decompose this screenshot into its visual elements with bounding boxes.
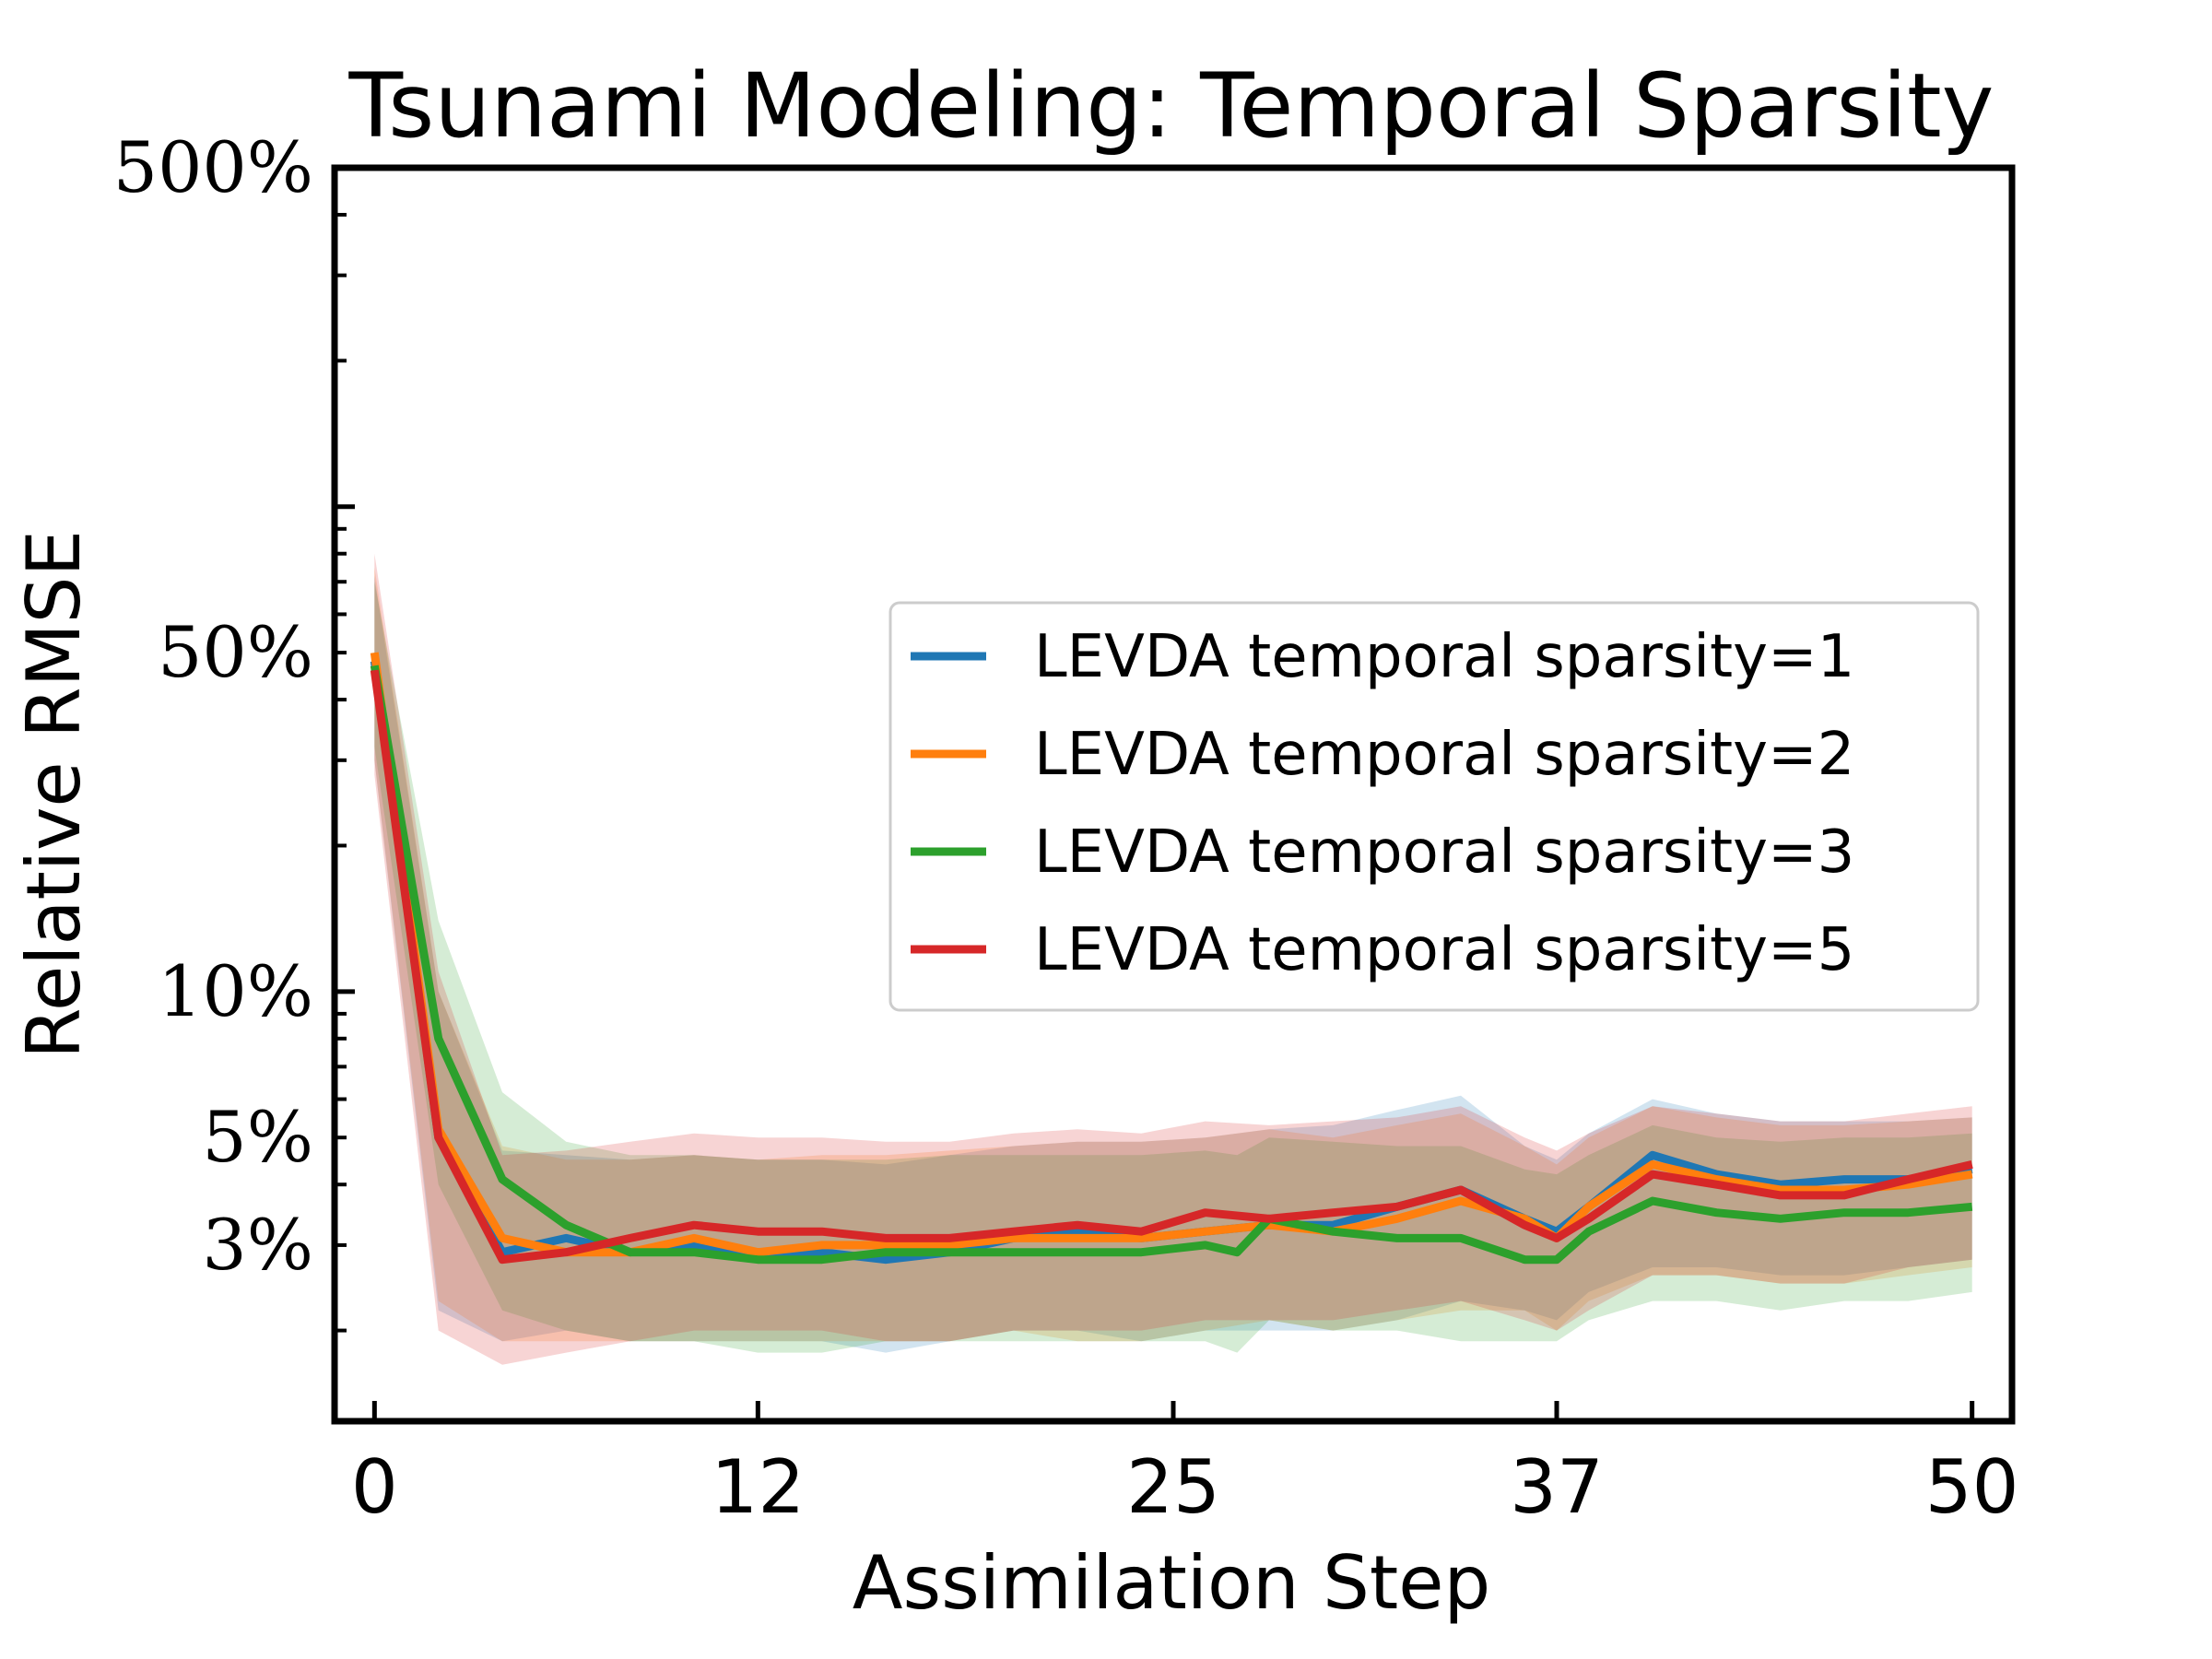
x-axis-label: Assimilation Step [853,1540,1491,1626]
x-tick-label: 25 [1126,1444,1220,1530]
band-series-3 [374,582,1972,1353]
y-tick-label: 5% [202,1096,313,1178]
plot-frame [331,164,2016,1425]
line-series-4 [370,669,1973,1265]
confidence-bands [374,553,1972,1365]
x-tick-label: 37 [1510,1444,1604,1530]
legend-label-4: LEVDA temporal sparsity=5 [1034,916,1854,984]
x-tick-label: 0 [351,1444,398,1530]
legend-entries: LEVDA temporal sparsity=1 LEVDA temporal … [911,623,1854,984]
line-series-2 [370,652,1973,1257]
y-tick-label: 10% [158,950,313,1032]
x-tick-label: 12 [711,1444,805,1530]
y-axis-label: Relative RMSE [11,530,97,1059]
line-series-3 [370,665,1973,1265]
legend-label-3: LEVDA temporal sparsity=3 [1034,818,1854,887]
y-tick-label: 500% [113,126,313,208]
legend-frame [888,601,1980,1012]
y-tick-label: 50% [158,611,313,693]
y-tick-label: 3% [202,1204,313,1286]
axis-tick-labels: 0 12 25 37 50 3% 5% 10% 50% 500% [113,126,2019,1530]
legend-label-2: LEVDA temporal sparsity=2 [1034,721,1854,789]
legend-label-1: LEVDA temporal sparsity=1 [1034,623,1854,691]
chart-title: Tsunami Modeling: Temporal Sparsity [348,54,1994,158]
band-series-4 [374,553,1972,1365]
series-lines [370,652,1973,1265]
x-tick-label: 50 [1925,1444,2019,1530]
legend: LEVDA temporal sparsity=1 LEVDA temporal … [888,601,1980,1012]
band-series-2 [374,567,1972,1342]
band-series-1 [374,575,1972,1353]
